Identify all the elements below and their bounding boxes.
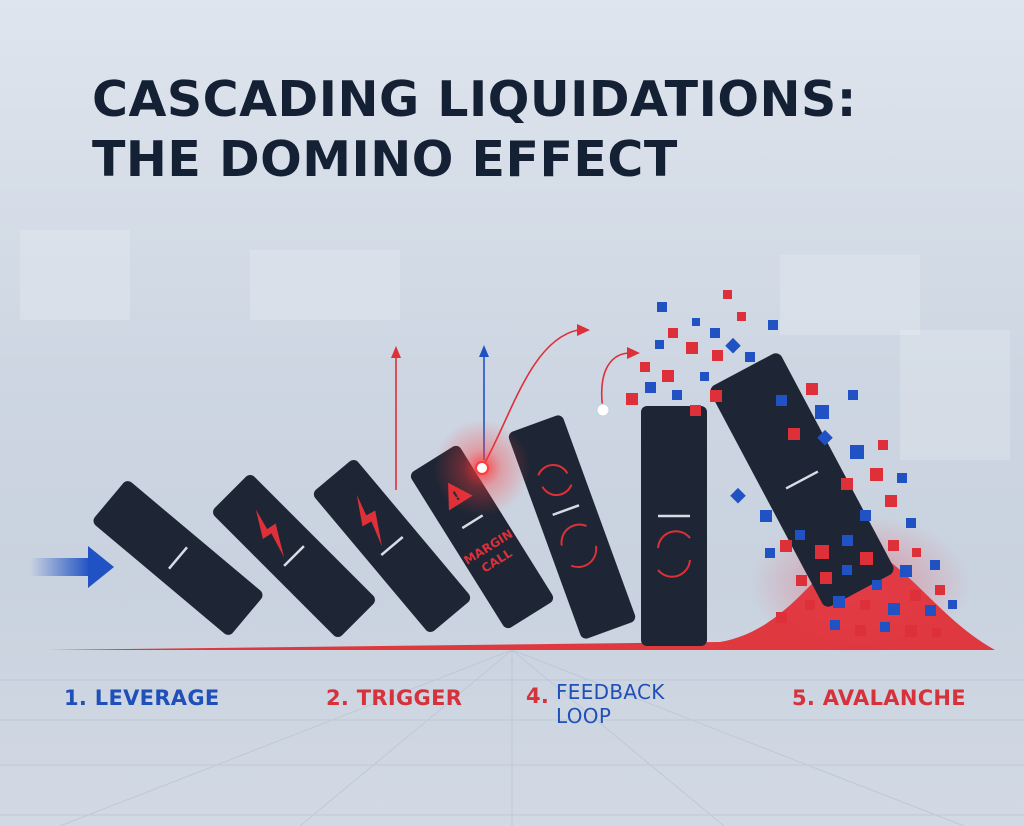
stage-label-line-1: FEEDBACK xyxy=(556,680,665,704)
domino-2 xyxy=(213,475,375,637)
impact-point xyxy=(596,403,610,417)
grid-floor xyxy=(0,649,1024,826)
up-arrow-icon xyxy=(391,346,401,490)
background-panel xyxy=(900,330,1010,460)
lightning-icon xyxy=(255,509,285,558)
background-panel xyxy=(20,230,130,320)
stage-label-trigger: 2. TRIGGER xyxy=(326,686,463,710)
stage-label-leverage: 1. LEVERAGE xyxy=(64,686,220,710)
background-panel xyxy=(250,250,400,320)
domino-6 xyxy=(641,406,707,646)
curved-arrow-icon xyxy=(601,352,629,411)
cycle-icon xyxy=(537,464,598,569)
stage-label-avalanche: 5. AVALANCHE xyxy=(792,686,966,710)
background-panel xyxy=(780,255,920,335)
push-arrow-icon xyxy=(30,546,114,588)
arrowhead-icon xyxy=(627,347,640,359)
page-title: CASCADING LIQUIDATIONS: THE DOMINO EFFEC… xyxy=(92,70,857,190)
domino-5 xyxy=(508,415,636,639)
title-line-1: CASCADING LIQUIDATIONS: xyxy=(92,71,857,128)
lightning-icon xyxy=(356,494,383,547)
particle-cloud xyxy=(626,290,957,637)
domino-3 xyxy=(313,459,471,633)
impact-point xyxy=(475,461,489,475)
arrowhead-icon xyxy=(577,324,590,336)
stage-label-line-2: LOOP xyxy=(556,704,612,728)
stage-label-feedback-loop: 4. FEEDBACK LOOP xyxy=(526,680,665,728)
stage-number: 4. xyxy=(526,684,550,708)
title-line-2: THE DOMINO EFFECT xyxy=(92,131,678,188)
cycle-icon xyxy=(657,530,691,578)
domino-1 xyxy=(93,481,263,635)
